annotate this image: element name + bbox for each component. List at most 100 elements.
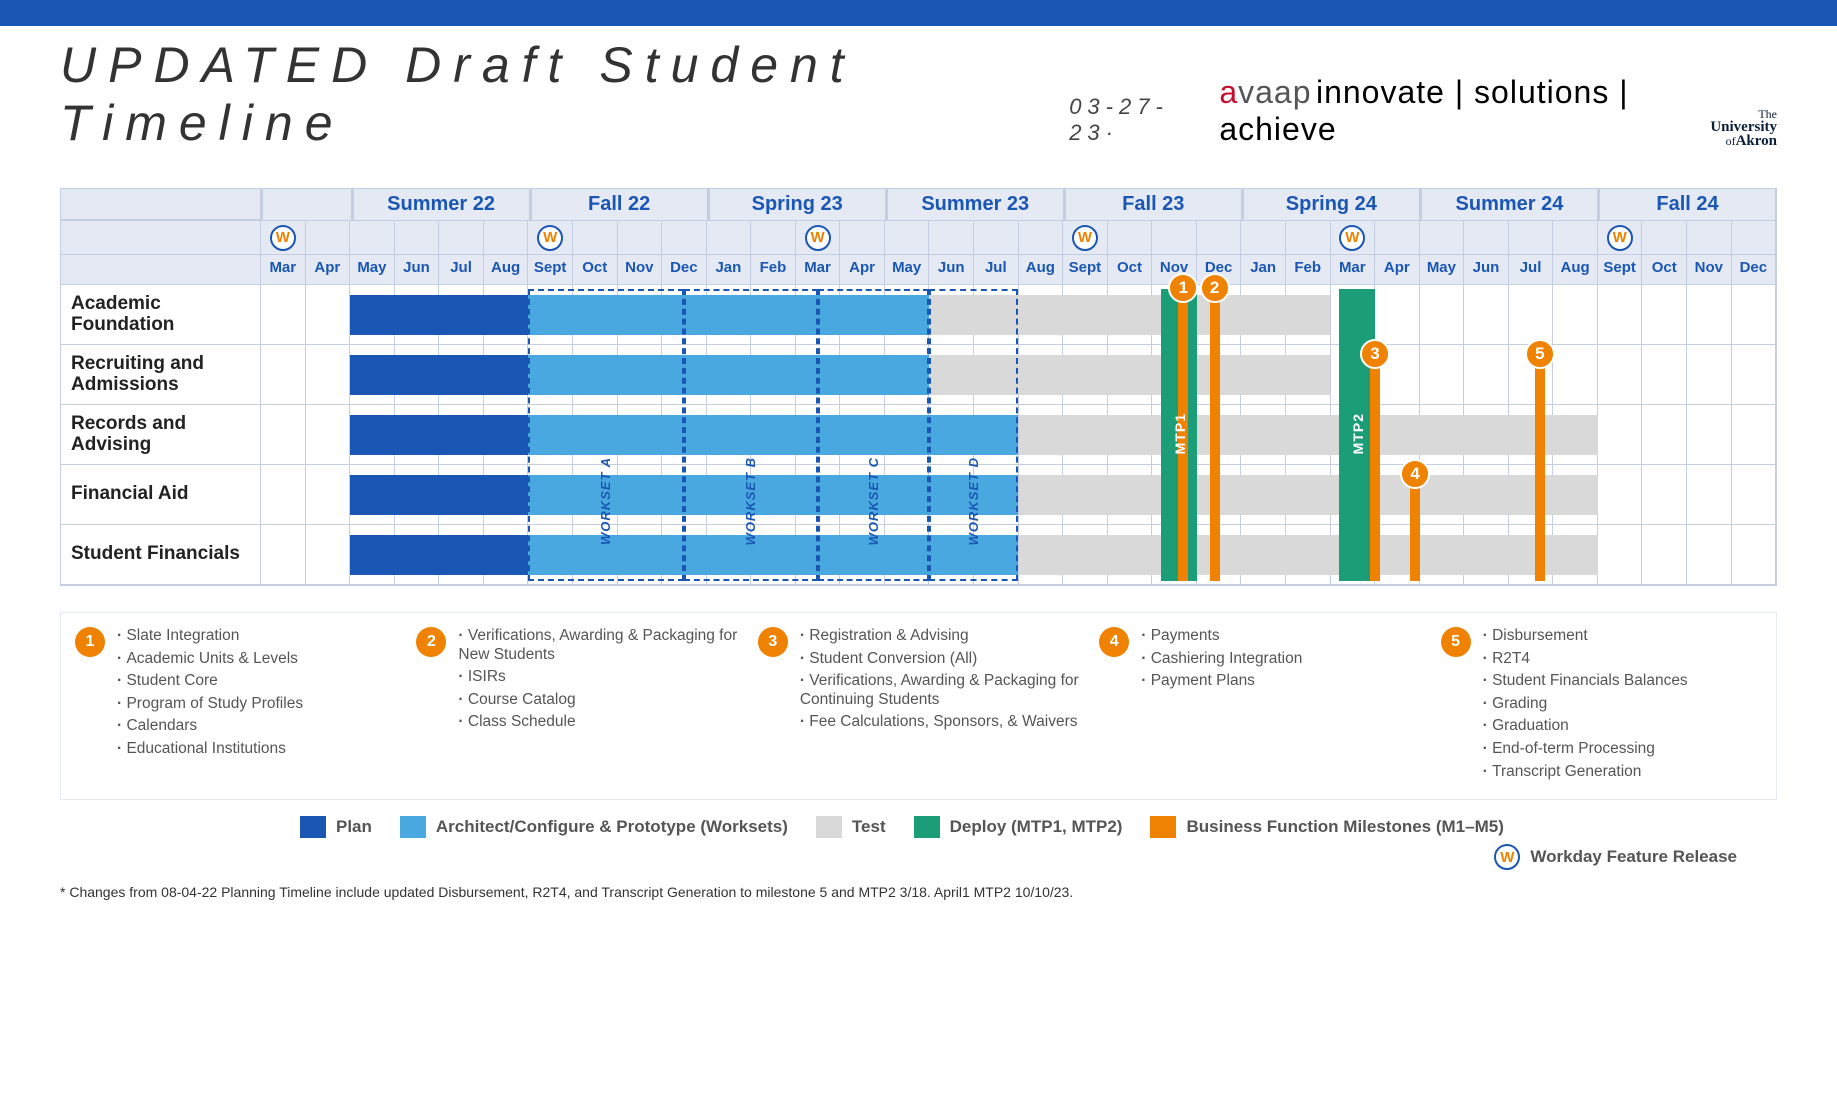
term-cell: Spring 23 <box>708 189 886 220</box>
grid-cell <box>350 465 395 524</box>
grid-cell <box>306 405 351 464</box>
milestone-list: PaymentsCashiering IntegrationPayment Pl… <box>1141 627 1302 695</box>
grid-cell <box>974 525 1019 584</box>
grid-cell <box>840 345 885 404</box>
milestone-badge: 1 <box>75 627 105 657</box>
grid-cell <box>1286 345 1331 404</box>
month-cell: Oct <box>573 255 618 284</box>
avaap-a: a <box>1219 74 1238 110</box>
title-row: UPDATED Draft Student Timeline 03-27-23·… <box>60 36 1777 152</box>
grid-cell <box>885 345 930 404</box>
grid-cell <box>796 465 841 524</box>
grid-cell <box>618 525 663 584</box>
month-cell: Apr <box>1375 255 1420 284</box>
timeline-row: Student Financials <box>61 525 1776 585</box>
grid-cell <box>1687 465 1732 524</box>
term-cell: Summer 24 <box>1420 189 1598 220</box>
w-release-icon: W <box>537 225 563 251</box>
grid-cell <box>528 405 573 464</box>
grid-cell <box>1553 465 1598 524</box>
milestone-item: Student Core <box>117 672 303 691</box>
grid-cell <box>929 405 974 464</box>
grid-cell <box>707 405 752 464</box>
grid-cell <box>1420 345 1465 404</box>
grid-cell <box>1509 345 1554 404</box>
w-cell <box>1464 221 1509 254</box>
w-cell: W <box>261 221 306 254</box>
grid-cell <box>840 525 885 584</box>
grid-cell <box>618 465 663 524</box>
grid-cell <box>1598 345 1643 404</box>
grid-cell <box>306 345 351 404</box>
row-label: Financial Aid <box>61 465 261 524</box>
month-cell: Jul <box>439 255 484 284</box>
w-release-icon: W <box>270 225 296 251</box>
grid-cell <box>1553 405 1598 464</box>
grid-cell <box>261 285 306 344</box>
grid-cell <box>261 525 306 584</box>
w-cell <box>662 221 707 254</box>
milestone-item: Cashiering Integration <box>1141 650 1302 669</box>
grid-cell <box>306 285 351 344</box>
w-cell <box>1152 221 1197 254</box>
grid-cell <box>1464 405 1509 464</box>
grid-cell <box>1553 345 1598 404</box>
w-cell <box>350 221 395 254</box>
grid-cell <box>1152 405 1197 464</box>
grid-cell <box>1420 525 1465 584</box>
grid-cell <box>1241 465 1286 524</box>
grid-cell <box>306 465 351 524</box>
grid-cell <box>1642 345 1687 404</box>
grid-cell <box>707 285 752 344</box>
w-cell <box>395 221 440 254</box>
grid-cell <box>395 285 440 344</box>
grid-cell <box>1197 405 1242 464</box>
akron-bot: Akron <box>1736 133 1777 149</box>
grid-cell <box>395 345 440 404</box>
milestone-item: End-of-term Processing <box>1483 740 1688 759</box>
grid-cell <box>1197 465 1242 524</box>
grid-cell <box>1063 345 1108 404</box>
grid-cell <box>261 405 306 464</box>
legend-row: Plan Architect/Configure & Prototype (Wo… <box>60 816 1777 838</box>
grid-cell <box>484 465 529 524</box>
grid-cell <box>1732 345 1777 404</box>
legend-milestone-label: Business Function Milestones (M1–M5) <box>1186 817 1503 837</box>
grid-cell <box>1687 345 1732 404</box>
w-cell <box>707 221 752 254</box>
grid-cell <box>974 345 1019 404</box>
grid-cell <box>1019 405 1064 464</box>
grid-cell <box>1375 465 1420 524</box>
row-label: Academic Foundation <box>61 285 261 344</box>
grid-cell <box>1509 465 1554 524</box>
w-cell: W <box>796 221 841 254</box>
grid-cell <box>885 525 930 584</box>
milestone-badge: 5 <box>1441 627 1471 657</box>
month-row-label <box>61 255 261 284</box>
grid-cell <box>796 345 841 404</box>
w-release-row: WWWWWW <box>61 221 1776 255</box>
grid-cell <box>1375 345 1420 404</box>
legend-plan: Plan <box>300 816 372 838</box>
milestone-item: Course Catalog <box>458 691 737 710</box>
w-cell <box>1420 221 1465 254</box>
month-cell: Nov <box>1687 255 1732 284</box>
grid-cell <box>484 405 529 464</box>
grid-cell <box>1598 465 1643 524</box>
w-cell <box>974 221 1019 254</box>
milestone-item: Student Financials Balances <box>1483 672 1688 691</box>
milestone-group: 3Registration & AdvisingStudent Conversi… <box>758 627 1079 785</box>
w-cell <box>751 221 796 254</box>
term-blank <box>261 189 352 220</box>
legend-plan-label: Plan <box>336 817 372 837</box>
milestone-item: Calendars <box>117 717 303 736</box>
grid-cell <box>1019 345 1064 404</box>
w-release-icon: W <box>1339 225 1365 251</box>
grid-cell <box>1598 525 1643 584</box>
grid-cell <box>974 465 1019 524</box>
grid-cell <box>1375 405 1420 464</box>
month-cell: Jul <box>1509 255 1554 284</box>
grid-cell <box>1687 405 1732 464</box>
grid-cell <box>1108 285 1153 344</box>
grid-cell <box>1197 525 1242 584</box>
